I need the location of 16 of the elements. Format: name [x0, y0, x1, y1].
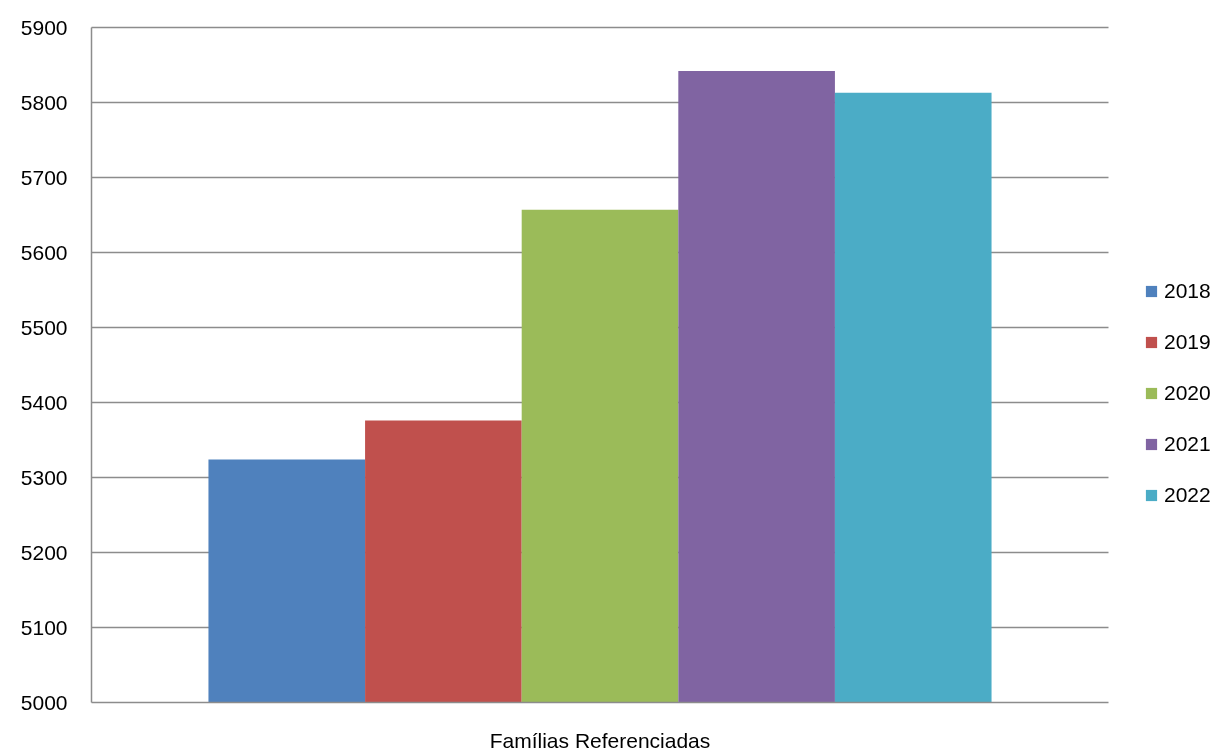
y-tick-label: 5100 [20, 615, 68, 639]
legend-label: 2019 [1164, 330, 1211, 354]
y-tick-label: 5000 [20, 690, 68, 714]
y-tick-label: 5700 [20, 165, 68, 189]
y-tick-label: 5400 [20, 390, 68, 414]
y-tick-label: 5800 [20, 90, 68, 114]
legend-label: 2022 [1164, 483, 1211, 507]
y-tick-label: 5900 [20, 15, 68, 39]
legend-label: 2020 [1164, 381, 1211, 405]
y-tick-label: 5300 [20, 465, 68, 489]
legend-label: 2018 [1164, 279, 1211, 303]
x-tick-label: Famílias Referenciadas [489, 728, 711, 752]
y-tick-label: 5500 [20, 315, 68, 339]
legend-label: 2021 [1164, 432, 1211, 456]
y-tick-label: 5600 [20, 240, 68, 264]
y-tick-label: 5200 [20, 540, 68, 564]
